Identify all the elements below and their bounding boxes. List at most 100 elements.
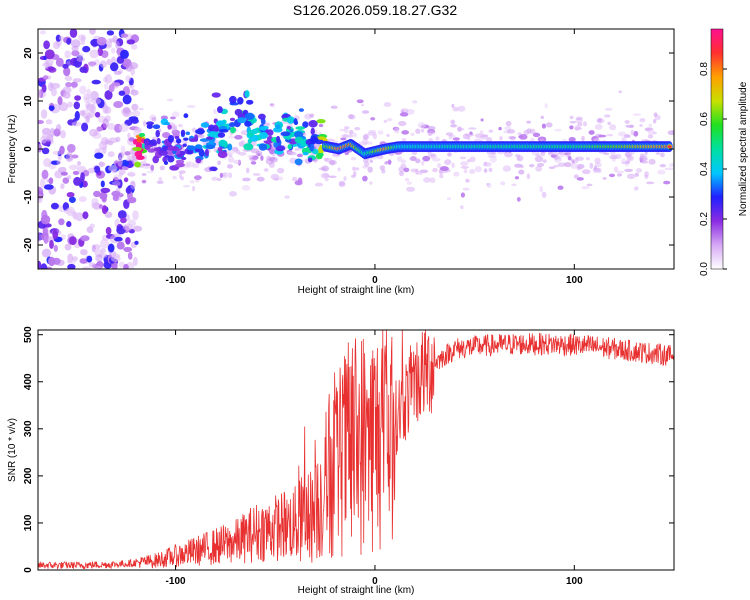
heatmap-cell: [218, 128, 229, 133]
heatmap-cell: [237, 96, 244, 105]
heatmap-cell: [316, 136, 326, 140]
heatmap-cell: [48, 105, 55, 111]
heatmap-cell: [343, 176, 347, 182]
heatmap-cell: [465, 178, 470, 183]
heatmap-cell: [350, 156, 357, 161]
line-y-tick-label: 400: [23, 373, 34, 390]
heatmap-cell: [526, 173, 531, 180]
heatmap-cell: [355, 167, 360, 171]
heatmap-cell: [508, 135, 517, 140]
heatmap-cell: [652, 131, 657, 135]
heatmap-cell: [111, 56, 116, 64]
heatmap-cell: [67, 101, 73, 108]
heatmap-cell: [217, 150, 228, 159]
heatmap-cell: [42, 131, 52, 141]
heatmap-cell: [386, 133, 390, 137]
heatmap-cell: [101, 205, 108, 215]
heatmap-cell: [364, 141, 373, 145]
heatmap-cell: [585, 157, 591, 161]
colorbar-tick-label: 0.8: [699, 62, 710, 76]
heatmap-cell: [67, 263, 76, 269]
heatmap-cell: [81, 180, 88, 188]
heatmap-cell: [328, 175, 337, 179]
line-marks: [38, 330, 674, 570]
heatmap-cell: [206, 136, 214, 140]
heatmap-cell: [52, 150, 62, 156]
heatmap-cell: [68, 164, 79, 171]
heatmap-cell: [90, 103, 97, 114]
heatmap-cell: [284, 195, 290, 199]
heatmap-cell: [320, 172, 330, 179]
heatmap-cell: [109, 62, 119, 72]
heatmap-cell: [660, 152, 665, 158]
heatmap-cell: [562, 138, 567, 142]
heatmap-cell: [118, 90, 126, 96]
heatmap-cell: [88, 128, 98, 137]
heatmap-cell: [337, 167, 341, 172]
heatmap-cell: [55, 57, 64, 67]
heatmap-cell: [57, 96, 63, 106]
heatmap-cell: [526, 120, 531, 124]
heatmap-cell: [50, 127, 55, 138]
heatmap-cell: [123, 177, 129, 183]
heatmap-cell: [368, 181, 373, 185]
heatmap-cell: [132, 210, 139, 221]
heatmap-cell: [234, 108, 243, 116]
heatmap-cell: [96, 126, 103, 132]
heatmap-cell: [582, 169, 591, 175]
heatmap-cell: [241, 185, 251, 191]
heatmap-cell: [155, 129, 160, 138]
heatmap-cell: [91, 79, 101, 85]
heatmap-cell: [147, 148, 155, 153]
heatmap-cell: [403, 167, 410, 173]
heatmap-cell: [570, 163, 579, 169]
heatmap-cell: [383, 119, 388, 124]
heatmap-cell: [110, 255, 121, 263]
heatmap-cell: [563, 162, 572, 168]
heatmap-cell: [91, 98, 102, 105]
colorbar-tick-label: 0.6: [699, 112, 710, 126]
heatmap-cell: [62, 177, 70, 184]
heatmap-cell: [654, 114, 661, 121]
heatmap-cell: [639, 118, 646, 123]
heatmap-cell: [377, 130, 384, 135]
heatmap-cell: [130, 181, 136, 185]
heatmap-cell: [79, 258, 88, 264]
heatmap-cell: [483, 161, 487, 167]
heatmap-cell: [171, 111, 180, 118]
heatmap-cell: [43, 40, 50, 50]
heatmap-cell: [40, 109, 48, 119]
heatmap-cell: [633, 130, 639, 137]
heatmap-cell: [367, 166, 373, 173]
heatmap-cell: [352, 166, 356, 171]
heatmap-cell: [89, 223, 96, 229]
heatmap-cell: [516, 197, 521, 202]
heatmap-cell: [233, 159, 241, 165]
heatmap-cell: [213, 109, 217, 115]
heatmap-cell: [400, 108, 409, 114]
heatmap-cell: [426, 130, 436, 135]
heatmap-cell: [126, 39, 136, 45]
heatmap-cell: [104, 82, 109, 90]
heatmap-cell: [367, 131, 377, 136]
heatmap-cell: [361, 103, 365, 107]
heatmap-cell: [507, 129, 516, 134]
heatmap-cell: [216, 120, 226, 126]
heatmap-cell: [581, 185, 590, 190]
heatmap-cell: [156, 137, 161, 145]
heatmap-cell: [247, 138, 252, 144]
line-axes: -100 0 100 0 100 200 300 400 500: [23, 326, 674, 587]
heatmap-cell: [163, 160, 169, 165]
heatmap-cell: [56, 124, 62, 132]
heatmap-cell: [545, 122, 553, 128]
heatmap-cell: [152, 155, 160, 164]
heatmap-cell: [62, 63, 69, 69]
heatmap-cell: [126, 155, 135, 160]
heatmap-cell: [130, 89, 139, 96]
heatmap-cell: [286, 126, 291, 130]
heatmap-cell: [410, 168, 418, 173]
heatmap-cell: [421, 160, 425, 166]
heatmap-cell: [197, 134, 205, 139]
heatmap-cell: [558, 155, 562, 161]
heatmap-cell: [65, 81, 73, 88]
